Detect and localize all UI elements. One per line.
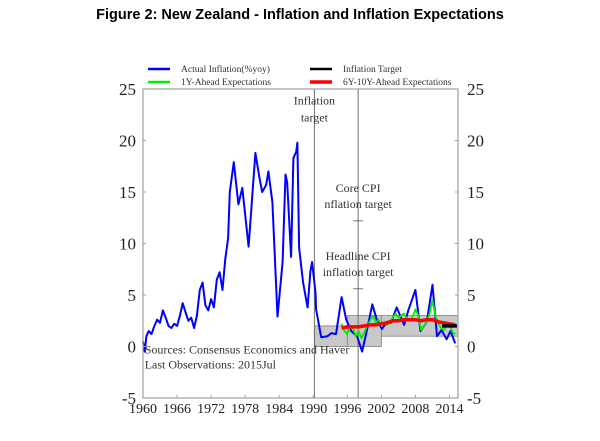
y-tick-label-right: 10	[467, 235, 484, 254]
y-tick-label-right: 25	[467, 80, 484, 99]
y-tick-label-left: 20	[119, 132, 136, 151]
annotation-text: target	[301, 110, 329, 124]
annotation-text: Last Observations: 2015Jul	[145, 358, 277, 372]
annotation-text: Core CPI	[336, 181, 381, 195]
x-tick-label: 2008	[401, 402, 429, 417]
annotation-text: nflation target	[324, 197, 392, 211]
x-tick-label: 2014	[435, 402, 463, 417]
y-tick-label-left: -5	[122, 389, 136, 408]
y-tick-label-left: 25	[119, 80, 136, 99]
x-tick-label: 1966	[163, 402, 191, 417]
x-tick-label: 1960	[129, 402, 157, 417]
legend-label: Actual Inflation(%yoy)	[181, 64, 270, 75]
x-tick-label: 1972	[197, 402, 225, 417]
y-tick-label-left: 5	[128, 286, 137, 305]
x-tick-label: 1978	[231, 402, 259, 417]
annotation-text: inflation target	[323, 265, 394, 279]
series-6y-10y-ahead-expectations	[341, 317, 456, 330]
legend-item: Actual Inflation(%yoy)	[148, 64, 270, 75]
annotation-text: Sources: Consensus Economics and Haver	[145, 343, 350, 357]
legend-label: 6Y-10Y-Ahead Expectations	[343, 78, 452, 88]
y-tick-label-right: 15	[467, 183, 484, 202]
y-tick-label-left: 15	[119, 183, 136, 202]
y-tick-label-left: 0	[128, 338, 137, 357]
y-tick-label-right: 0	[467, 338, 476, 357]
y-tick-label-left: 10	[119, 235, 136, 254]
series-1y-ahead-expectations	[340, 299, 456, 340]
annotation-text: Inflation	[294, 93, 335, 107]
legend-item: Inflation Target	[310, 64, 402, 75]
legend-item: 6Y-10Y-Ahead Expectations	[310, 78, 452, 88]
annotation-text: Headline CPI	[326, 249, 391, 263]
y-tick-label-right: 5	[467, 286, 476, 305]
figure-title: Figure 2: New Zealand - Inflation and In…	[96, 7, 504, 23]
legend-label: Inflation Target	[343, 64, 402, 75]
y-tick-label-right: -5	[467, 389, 481, 408]
x-tick-label: 2002	[367, 402, 395, 417]
x-tick-label: 1996	[333, 402, 361, 417]
x-tick-label: 1984	[265, 402, 293, 417]
series-actual-inflation-yoy-	[142, 141, 457, 353]
x-tick-label: 1990	[299, 402, 327, 417]
y-tick-label-right: 20	[467, 132, 484, 151]
legend-label: 1Y-Ahead Expectations	[181, 78, 271, 88]
legend-item: 1Y-Ahead Expectations	[148, 78, 271, 88]
